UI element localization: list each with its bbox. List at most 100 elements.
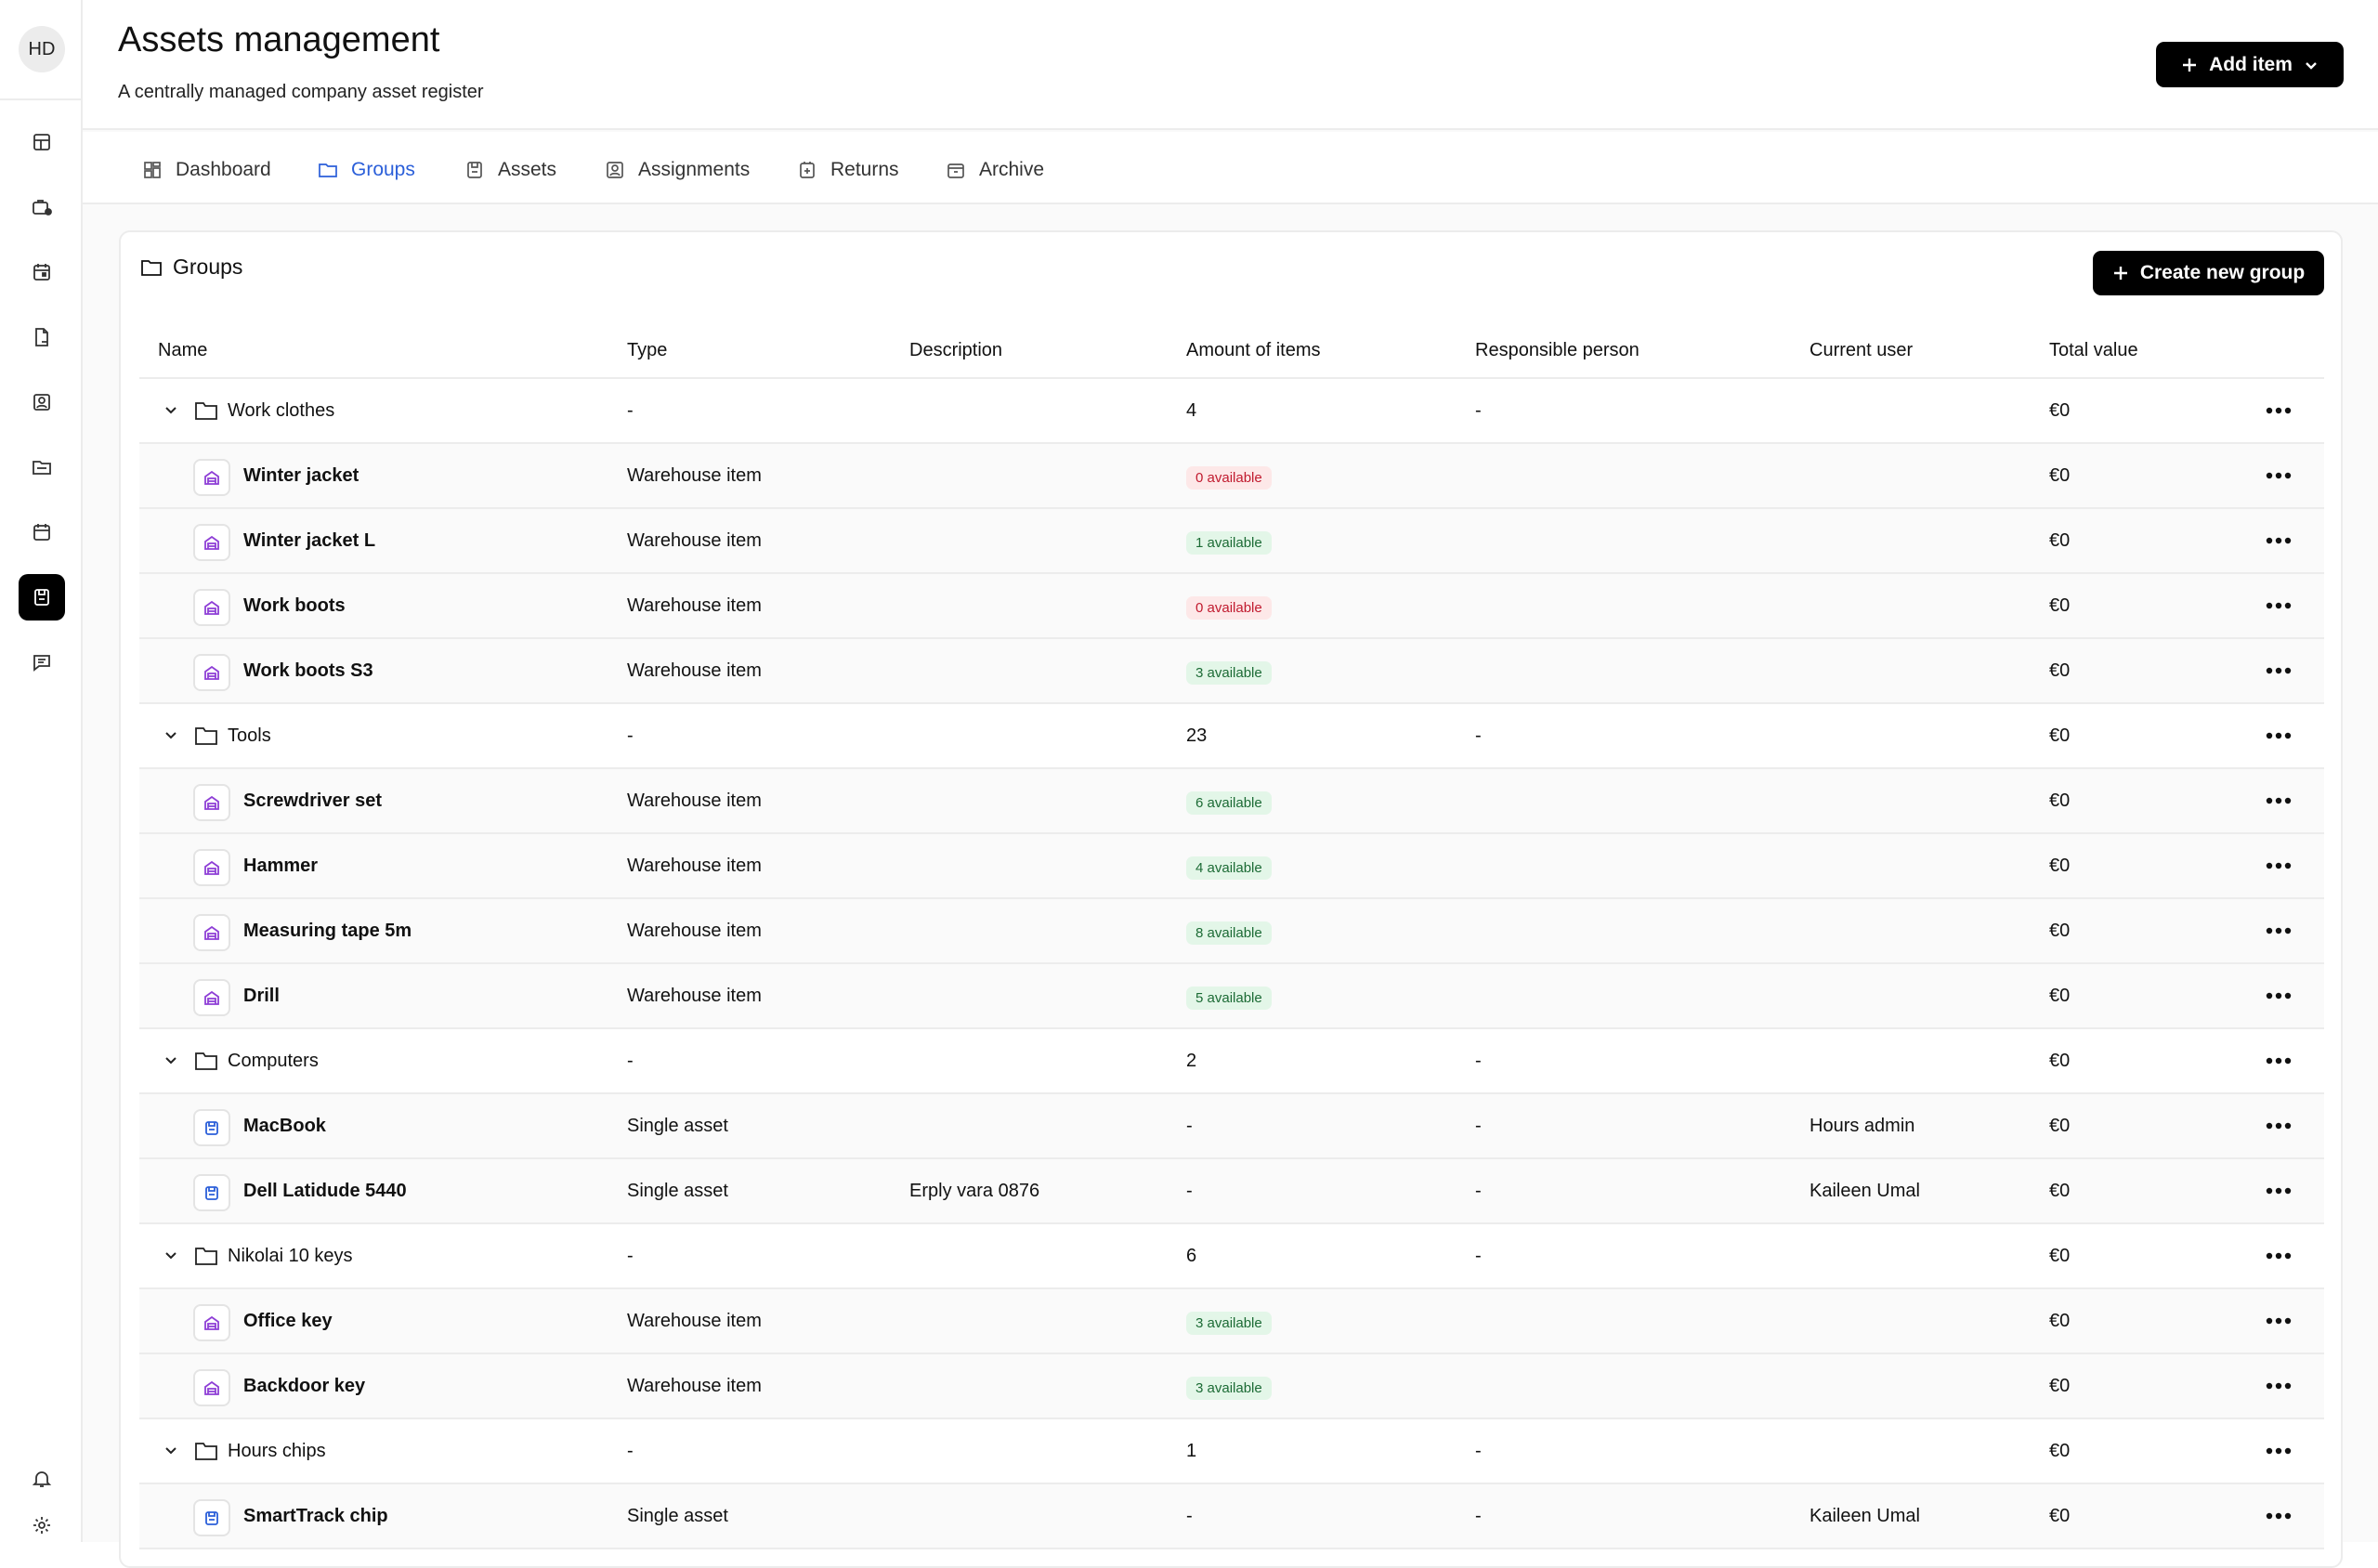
table-row[interactable]: Dell Latidude 5440 - Single asset Erply var… — [139, 1159, 2324, 1224]
chevron-down-icon[interactable] — [162, 1052, 180, 1070]
group-name[interactable]: Hours chips — [228, 1440, 326, 1461]
item-name[interactable]: Hammer — [243, 855, 319, 876]
more-options-icon[interactable] — [2266, 1289, 2292, 1352]
column-header-current-user[interactable]: Current user — [1810, 340, 1914, 360]
tab-assets[interactable]: Assets — [464, 156, 556, 184]
more-options-icon[interactable] — [2266, 574, 2292, 637]
warehouse-item-icon — [193, 459, 230, 496]
more-options-icon[interactable] — [2266, 1354, 2292, 1418]
group-row[interactable]: Nikolai 10 keys 6 - - €0 — [139, 1224, 2324, 1289]
column-header-description[interactable]: Description — [909, 340, 1003, 360]
item-name[interactable]: SmartTrack chip — [243, 1505, 388, 1526]
responsible-value: - — [1475, 1505, 1482, 1526]
more-options-icon[interactable] — [2266, 964, 2292, 1027]
bell-icon[interactable] — [19, 1456, 65, 1502]
more-options-icon[interactable] — [2266, 1159, 2292, 1222]
gear-icon[interactable] — [19, 1502, 65, 1548]
type-value: Warehouse item — [627, 985, 762, 1006]
briefcase-icon[interactable] — [19, 184, 65, 230]
contact-icon[interactable] — [19, 379, 65, 425]
column-header-amount[interactable]: Amount of items — [1186, 340, 1321, 360]
item-name[interactable]: Measuring tape 5m — [243, 920, 412, 941]
table-row[interactable]: Work boots 0 available Warehouse item €0 — [139, 574, 2324, 639]
item-name[interactable]: Backdoor key — [243, 1375, 366, 1396]
table-row[interactable]: Office key 3 available Warehouse item €0 — [139, 1289, 2324, 1354]
availability-badge: 5 available — [1186, 986, 1272, 1010]
more-options-icon[interactable] — [2266, 1224, 2292, 1287]
chevron-down-icon[interactable] — [162, 726, 180, 745]
item-name[interactable]: Drill — [243, 985, 280, 1006]
more-options-icon[interactable] — [2266, 444, 2292, 507]
more-options-icon[interactable] — [2266, 899, 2292, 962]
table-row[interactable]: Measuring tape 5m 8 available Warehouse it… — [139, 899, 2324, 964]
tab-dashboard[interactable]: Dashboard — [142, 156, 271, 184]
column-header-type[interactable]: Type — [627, 340, 668, 360]
group-row[interactable]: Computers 2 - - €0 — [139, 1029, 2324, 1094]
total-value: €0 — [2049, 1505, 2071, 1526]
more-options-icon[interactable] — [2266, 769, 2292, 832]
item-name[interactable]: Office key — [243, 1310, 333, 1331]
item-name[interactable]: Work boots S3 — [243, 660, 373, 681]
item-name[interactable]: Screwdriver set — [243, 790, 382, 811]
group-name[interactable]: Computers — [228, 1050, 319, 1071]
column-header-name[interactable]: Name — [158, 340, 208, 360]
group-row[interactable]: Hours chips 1 - - €0 — [139, 1419, 2324, 1484]
type-value: - — [627, 1245, 634, 1266]
chat-icon[interactable] — [19, 639, 65, 686]
add-item-button[interactable]: Add item — [2156, 42, 2344, 87]
more-options-icon[interactable] — [2266, 1484, 2292, 1548]
tab-archive[interactable]: Archive — [946, 156, 1044, 184]
item-name[interactable]: Dell Latidude 5440 — [243, 1180, 407, 1201]
document-icon[interactable] — [19, 314, 65, 360]
more-options-icon[interactable] — [2266, 379, 2292, 442]
table-row[interactable]: Winter jacket L 1 available Warehouse item… — [139, 509, 2324, 574]
more-options-icon[interactable] — [2266, 1419, 2292, 1483]
table-row[interactable]: Work boots S3 3 available Warehouse item €0 — [139, 639, 2324, 704]
warehouse-item-icon — [193, 979, 230, 1016]
table-row[interactable]: Hammer 4 available Warehouse item €0 — [139, 834, 2324, 899]
group-name[interactable]: Tools — [228, 725, 271, 746]
tab-returns[interactable]: Returns — [797, 156, 899, 184]
item-name[interactable]: MacBook — [243, 1115, 326, 1136]
amount-value: 23 — [1186, 725, 1208, 746]
chevron-down-icon[interactable] — [162, 401, 180, 420]
more-options-icon[interactable] — [2266, 704, 2292, 767]
tab-assignments[interactable]: Assignments — [605, 156, 750, 184]
create-group-button[interactable]: Create new group — [2093, 251, 2324, 295]
type-value: Warehouse item — [627, 1310, 762, 1331]
group-row[interactable]: Work clothes 4 - - €0 — [139, 379, 2324, 444]
table-row[interactable]: Backdoor key 3 available Warehouse item €0 — [139, 1354, 2324, 1419]
more-options-icon[interactable] — [2266, 509, 2292, 572]
column-header-total-value[interactable]: Total value — [2049, 340, 2138, 360]
avatar[interactable]: HD — [19, 26, 65, 72]
contact-icon — [607, 162, 623, 178]
dashboard-icon[interactable] — [19, 119, 65, 165]
plus-icon — [2183, 58, 2197, 72]
chevron-down-icon[interactable] — [162, 1442, 180, 1460]
calendar-icon[interactable] — [19, 249, 65, 295]
table-row[interactable]: Winter jacket 0 available Warehouse item €0 — [139, 444, 2324, 509]
item-name[interactable]: Work boots — [243, 595, 346, 616]
chevron-down-icon[interactable] — [162, 1247, 180, 1265]
more-options-icon[interactable] — [2266, 834, 2292, 897]
more-options-icon[interactable] — [2266, 1029, 2292, 1092]
table-header: Name Type Description Amount of items Re… — [139, 325, 2324, 379]
item-name[interactable]: Winter jacket L — [243, 529, 376, 551]
group-name[interactable]: Work clothes — [228, 399, 335, 421]
warehouse-item-icon — [193, 1369, 230, 1406]
folder-icon[interactable] — [19, 444, 65, 490]
assets-icon[interactable] — [19, 574, 65, 621]
more-options-icon[interactable] — [2266, 1094, 2292, 1157]
table-row[interactable]: Drill 5 available Warehouse item €0 — [139, 964, 2324, 1029]
warehouse-item-icon — [193, 914, 230, 951]
table-row[interactable]: Screwdriver set 6 available Warehouse item… — [139, 769, 2324, 834]
schedule-icon[interactable] — [19, 509, 65, 555]
group-row[interactable]: Tools 23 - - €0 — [139, 704, 2324, 769]
column-header-responsible[interactable]: Responsible person — [1475, 340, 1640, 360]
table-row[interactable]: MacBook - Single asset - Hours admin €0 — [139, 1094, 2324, 1159]
group-name[interactable]: Nikolai 10 keys — [228, 1245, 353, 1266]
more-options-icon[interactable] — [2266, 639, 2292, 702]
item-name[interactable]: Winter jacket — [243, 464, 359, 486]
table-row[interactable]: SmartTrack chip - Single asset - Kaileen Uma… — [139, 1484, 2324, 1549]
tab-groups[interactable]: Groups — [318, 156, 415, 184]
